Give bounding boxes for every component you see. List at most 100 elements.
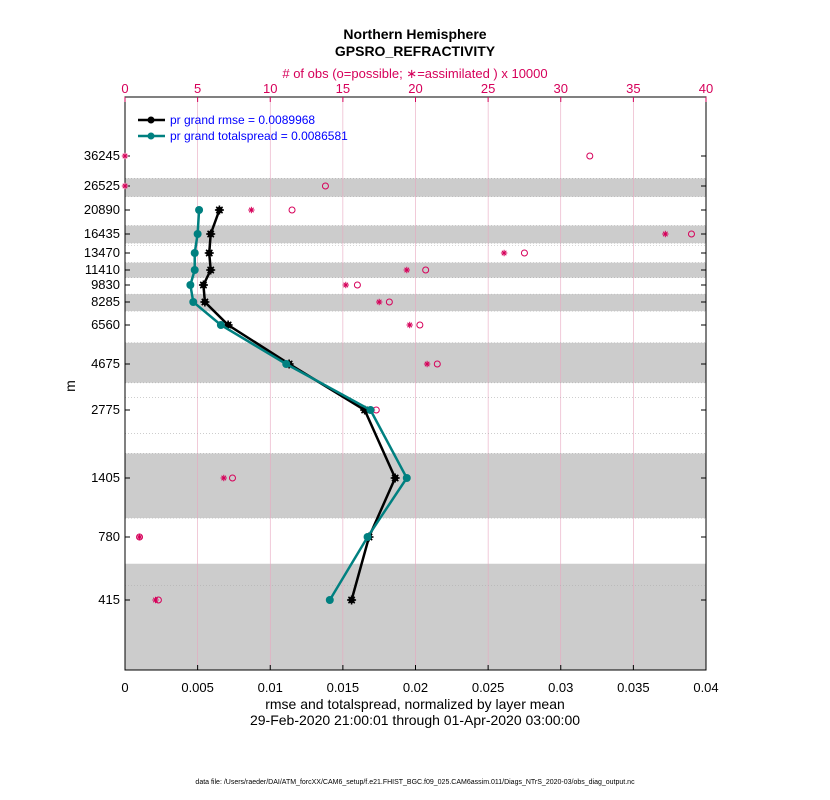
rmse-point-stroke-11-3 xyxy=(215,206,224,214)
obs-possible-marker-8 xyxy=(422,266,430,274)
top-axis-label: # of obs (o=possible; ∗=assimilated ) x … xyxy=(282,66,547,81)
y-tick-label-4: 4675 xyxy=(91,356,120,371)
y-tick-label-6: 8285 xyxy=(91,294,120,309)
obs-possible-marker-12 xyxy=(321,182,329,190)
top-tick-label-6: 30 xyxy=(554,81,568,96)
obs-assimilated-stroke-11-3 xyxy=(248,207,254,213)
rmse-point-stroke-6-3 xyxy=(201,298,209,306)
y-tick-label-10: 16435 xyxy=(84,226,120,241)
spread-point-2 xyxy=(402,474,411,482)
legend: pr grand rmse = 0.0089968 pr grand total… xyxy=(138,113,348,143)
y-axis-label: m xyxy=(62,380,78,392)
obs-count-markers xyxy=(121,152,695,604)
x-tick-label-0: 0 xyxy=(121,680,128,695)
spread-point-10 xyxy=(193,230,202,238)
rmse-point-stroke-0-3 xyxy=(347,596,356,604)
x-tick-label-6: 0.03 xyxy=(548,680,573,695)
rmse-point-9 xyxy=(204,248,214,258)
y-tick-label-2: 1405 xyxy=(91,470,120,485)
x-tick-label-1: 0.005 xyxy=(181,680,214,695)
legend-spread-label: pr grand totalspread = 0.0086581 xyxy=(170,129,348,143)
obs-assimilated-marker-7 xyxy=(342,281,349,289)
obs-assimilated-marker-2 xyxy=(220,474,227,482)
data-file-footer: data file: /Users/raeder/DAI/ATM_forcXX/… xyxy=(195,779,635,786)
top-tick-label-1: 5 xyxy=(194,81,201,96)
x-tick-label-2: 0.01 xyxy=(258,680,283,695)
legend-rmse-marker xyxy=(147,116,155,124)
top-tick-label-3: 15 xyxy=(336,81,350,96)
date-range: 29-Feb-2020 21:00:01 through 01-Apr-2020… xyxy=(250,712,580,728)
y-tick-label-8: 11410 xyxy=(85,262,120,277)
rmse-point-stroke-8-3 xyxy=(206,266,215,274)
obs-assimilated-stroke-1-3 xyxy=(136,534,143,540)
top-tick-label-7: 35 xyxy=(626,81,640,96)
top-tick-label-8: 40 xyxy=(699,81,713,96)
chart-subtitle: GPSRO_REFRACTIVITY xyxy=(335,43,496,59)
x-tick-label-4: 0.02 xyxy=(403,680,428,695)
y-tick-label-12: 26525 xyxy=(84,178,120,193)
obs-possible-marker-9 xyxy=(520,249,528,257)
spread-point-3 xyxy=(366,406,375,414)
rmse-point-0 xyxy=(347,595,357,605)
y-tick-label-7: 9830 xyxy=(91,277,120,292)
data-series xyxy=(186,205,411,605)
obs-assimilated-marker-9 xyxy=(500,249,508,257)
obs-assimilated-stroke-2-3 xyxy=(221,475,227,481)
obs-assimilated-marker-6 xyxy=(375,298,383,306)
obs-assimilated-marker-10 xyxy=(662,230,669,238)
legend-rmse-label: pr grand rmse = 0.0089968 xyxy=(170,113,315,127)
obs-assimilated-marker-8 xyxy=(403,266,410,274)
rmse-point-7 xyxy=(198,280,208,290)
obs-assimilated-stroke-8-3 xyxy=(404,267,410,273)
obs-assimilated-stroke-7-3 xyxy=(343,282,349,288)
obs-assimilated-stroke-6-3 xyxy=(376,299,382,305)
obs-assimilated-marker-12 xyxy=(121,182,129,190)
x-tick-label-3: 0.015 xyxy=(327,680,360,695)
obs-possible-marker-2 xyxy=(228,474,236,482)
x-tick-label-7: 0.035 xyxy=(617,680,650,695)
obs-assimilated-stroke-0-3 xyxy=(152,597,159,603)
obs-possible-marker-5 xyxy=(416,321,424,329)
obs-assimilated-marker-11 xyxy=(248,206,255,214)
y-tick-label-11: 20890 xyxy=(84,202,120,217)
rmse-point-6 xyxy=(200,297,210,307)
obs-assimilated-marker-1 xyxy=(136,533,143,541)
spread-point-7 xyxy=(186,281,195,289)
spread-point-1 xyxy=(363,533,372,541)
legend-spread-marker xyxy=(147,132,155,140)
obs-assimilated-stroke-13-3 xyxy=(122,153,128,159)
spread-point-9 xyxy=(190,249,199,257)
obs-assimilated-marker-0 xyxy=(152,596,159,604)
chart-title: Northern Hemisphere xyxy=(343,26,486,42)
x-axis-label: rmse and totalspread, normalized by laye… xyxy=(265,696,565,712)
rmse-point-11 xyxy=(214,205,224,215)
y-tick-label-9: 13470 xyxy=(84,245,120,260)
rmse-point-stroke-2-3 xyxy=(391,474,399,482)
rmse-point-10 xyxy=(206,229,216,239)
obs-assimilated-stroke-10-3 xyxy=(662,231,668,237)
top-tick-label-4: 20 xyxy=(408,81,422,96)
top-tick-label-5: 25 xyxy=(481,81,495,96)
obs-assimilated-stroke-12-3 xyxy=(122,183,128,189)
x-tick-label-8: 0.04 xyxy=(693,680,718,695)
y-tick-label-5: 6560 xyxy=(91,317,120,332)
y-tick-label-13: 36245 xyxy=(84,148,120,163)
rmse-point-8 xyxy=(206,265,216,275)
spread-point-6 xyxy=(189,298,198,306)
obs-assimilated-stroke-9-3 xyxy=(501,250,507,256)
obs-assimilated-marker-13 xyxy=(121,152,129,160)
rmse-point-2 xyxy=(390,473,400,483)
obs-possible-marker-10 xyxy=(687,230,695,238)
axis-ticks: 0 0.005 0.01 0.015 0.02 0.025 0.03 0.035 0.04 0 5 1… xyxy=(84,81,719,695)
obs-assimilated-marker-5 xyxy=(406,321,413,329)
obs-possible-marker-13 xyxy=(586,152,594,160)
y-tick-label-0: 415 xyxy=(98,592,120,607)
obs-assimilated-marker-4 xyxy=(423,360,431,368)
rmse-point-stroke-9-3 xyxy=(205,249,213,257)
top-tick-label-0: 0 xyxy=(121,81,128,96)
top-tick-label-2: 10 xyxy=(263,81,277,96)
obs-possible-marker-6 xyxy=(385,298,393,306)
spread-point-4 xyxy=(282,360,291,368)
obs-possible-marker-4 xyxy=(433,360,441,368)
